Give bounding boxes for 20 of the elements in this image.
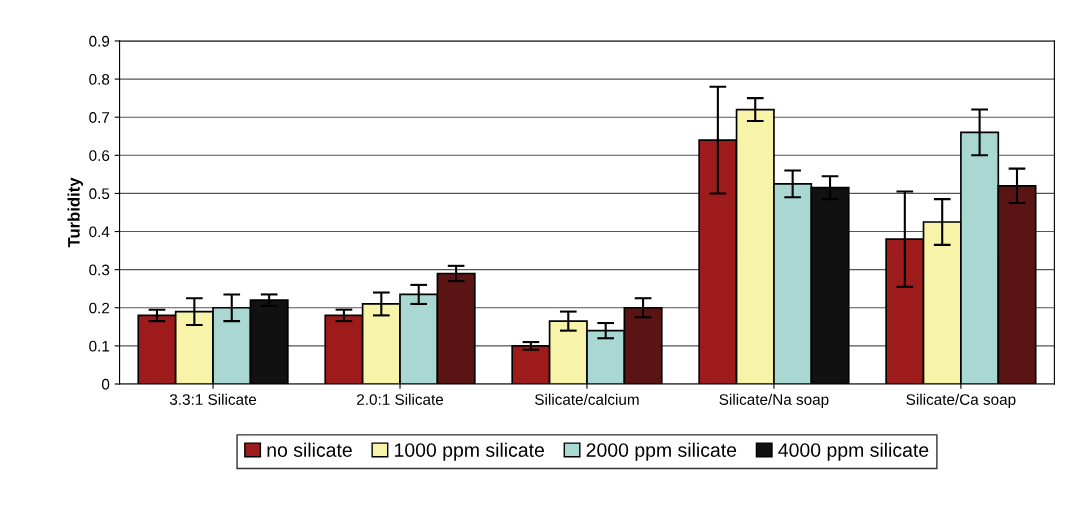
y-tick-label: 0.9 [89,35,110,47]
x-tick-label: Silicate/calcium [535,393,639,405]
y-tick-label: 0 [101,378,110,390]
y-tick-label: 0.8 [89,73,110,85]
y-tick-label: 0.2 [89,302,110,314]
y-tick-label: 0.3 [89,264,110,276]
legend-label: 4000 ppm silicate [778,442,929,461]
legend-label: 2000 ppm silicate [586,442,737,461]
legend-label: no silicate [267,442,352,457]
y-tick-label: 0.1 [89,340,110,352]
x-tick-label: Silicate/Ca soap [906,393,1016,408]
y-axis-title: Turbidity [67,177,84,248]
y-tick-label: 0.5 [89,188,110,200]
x-tick-label: Silicate/Na soap [719,393,829,408]
legend-label: 1000 ppm silicate [395,442,544,461]
y-tick-label: 0.7 [89,112,110,123]
y-tick-label: 0.6 [89,150,110,161]
y-tick-label: 0.4 [89,226,110,238]
x-tick-label: 3.3:1 Silicate [169,393,257,405]
x-tick-label: 2.0:1 Silicate [357,393,444,405]
